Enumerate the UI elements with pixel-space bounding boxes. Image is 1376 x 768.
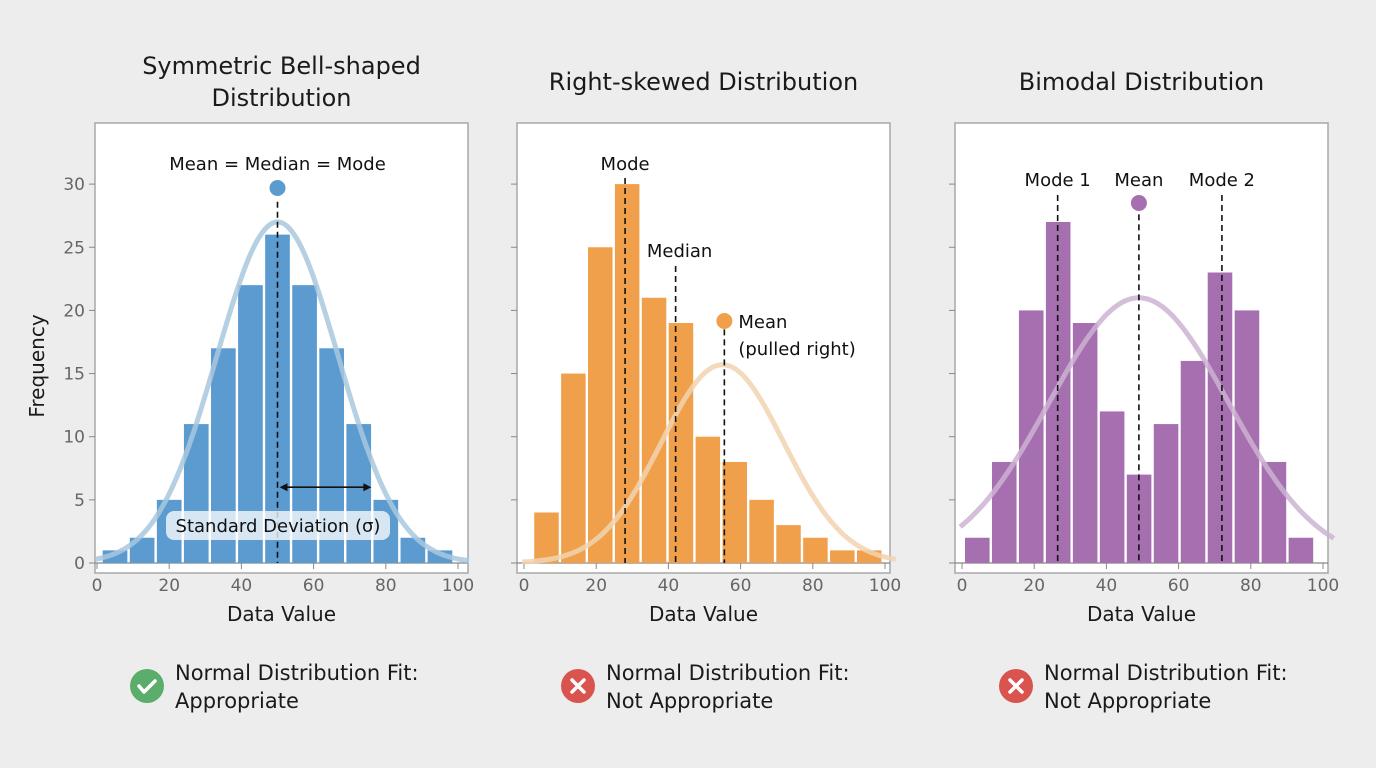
y-tick-label: 0 [74,554,85,574]
histogram-bar [1207,272,1233,563]
mean-marker-dot [269,180,286,196]
panel-title: Right-skewed Distribution [549,68,858,96]
y-tick-label: 15 [63,365,85,385]
verdict-line-1: Normal Distribution Fit: [606,661,850,685]
histogram-bar [265,234,290,563]
histogram-bar [641,297,667,563]
normal-curve [958,295,1336,541]
x-tick-label: 100 [869,576,901,596]
sd-label: Standard Deviation (σ) [176,516,381,537]
marker-label: Mode [601,154,650,175]
panel-title: Bimodal Distribution [1019,68,1264,96]
histogram-bar [965,537,990,563]
mean-marker-dot [1130,195,1147,211]
y-tick-label: 30 [63,175,85,195]
x-mark [570,678,586,694]
marker-label: Mean [1114,170,1163,191]
x-tick-label: 80 [1240,576,1262,596]
normal-curve [522,362,897,565]
panel-title: Distribution [211,84,351,112]
panel-3: Bimodal Distribution 0 20 40 60 80 100 Mode 1 Me… [949,68,1339,713]
x-axis-label: Data Value [227,602,336,626]
verdict-line-2: Not Appropriate [606,689,773,713]
x-tick-label: 60 [1168,576,1190,596]
x-tick-label: 80 [375,576,397,596]
histogram-bar [830,550,855,563]
x-mark [1008,678,1024,694]
x-tick-label: 80 [802,576,824,596]
histogram-bar [1180,360,1206,563]
histogram-bar [1072,323,1098,563]
y-axis-label: Frequency [25,314,49,417]
x-tick-label: 0 [92,576,103,596]
marker-label: Mode 2 [1189,170,1255,191]
x-tick-label: 20 [585,576,607,596]
x-tick-label: 40 [1096,576,1118,596]
verdict: Normal Distribution Fit: Not Appropriate [999,661,1288,713]
sd-arrow-head-right [363,483,372,492]
histogram-bar [722,461,747,563]
check-mark [137,679,157,694]
marker-label: Mean = Median = Mode [169,154,386,175]
x-tick-label: 60 [303,576,325,596]
verdict-line-2: Appropriate [175,689,299,713]
sd-label-box [166,511,390,540]
x-tick-label: 20 [158,576,180,596]
panel-1: Symmetric Bell-shaped Distribution 0 5 10 15 2… [25,52,474,713]
normal-curve [94,219,470,564]
sd-arrow-head-left [279,483,288,492]
histogram-bar [695,436,721,563]
x-tick-label: 100 [1307,576,1339,596]
y-tick-label: 5 [74,491,85,511]
panel-2: Right-skewed Distribution 0 20 40 60 80 100 Mod… [511,68,901,713]
x-tick-label: 60 [730,576,752,596]
histogram-bar [588,247,613,563]
marker-label: Mode 1 [1025,170,1091,191]
x-tick-label: 100 [442,576,474,596]
histogram-bar [1153,424,1179,563]
check-icon [130,669,164,703]
verdict-line-1: Normal Distribution Fit: [1044,661,1288,685]
y-tick-label: 25 [63,238,85,258]
mean-marker-dot [716,313,733,329]
verdict: Normal Distribution Fit: Appropriate [130,661,419,713]
y-tick-label: 10 [63,428,85,448]
histogram-bar [803,537,828,563]
x-axis-label: Data Value [649,602,758,626]
x-axis-label: Data Value [1087,602,1196,626]
histogram-bar [749,499,774,563]
marker-label-sub: (pulled right) [738,339,855,360]
x-tick-label: 40 [231,576,253,596]
verdict: Normal Distribution Fit: Not Appropriate [561,661,850,713]
histogram-bar [561,373,586,563]
histogram-bar [534,512,559,563]
marker-label: Mean [738,312,787,333]
panel-title: Symmetric Bell-shaped [142,52,421,80]
x-tick-label: 40 [658,576,680,596]
marker-label: Median [647,241,712,262]
histogram-bar [1099,411,1125,563]
verdict-line-2: Not Appropriate [1044,689,1211,713]
x-tick-label: 0 [957,576,968,596]
x-tick-label: 20 [1023,576,1045,596]
verdict-line-1: Normal Distribution Fit: [175,661,419,685]
y-tick-label: 20 [63,301,85,321]
histogram-bar [668,323,694,563]
histogram-bar [1045,221,1071,564]
histogram-bar [1288,537,1314,563]
x-tick-label: 0 [519,576,530,596]
histogram-bar [776,525,801,563]
